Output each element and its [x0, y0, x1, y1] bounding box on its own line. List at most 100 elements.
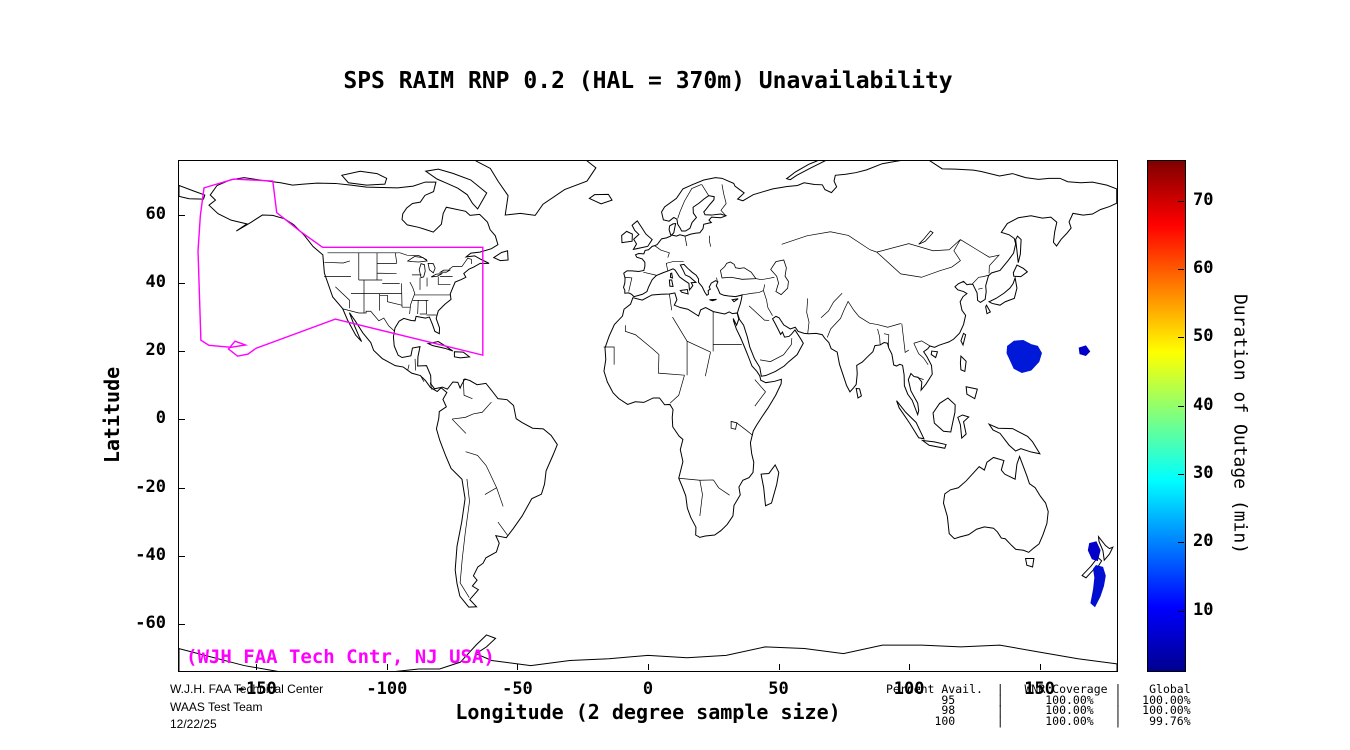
borders-north-america: [324, 253, 471, 390]
landmass-java: [923, 440, 946, 448]
x-tick-mark: [1039, 664, 1041, 670]
y-tick-label: 0: [155, 408, 166, 429]
x-tick-label: 50: [768, 679, 789, 699]
outage-region-central-pacific: [1079, 346, 1089, 356]
title-line-1: SPS RAIM RNP 0.2 (HAL = 370m) Unavailabi…: [343, 68, 953, 94]
y-tick-label: 40: [145, 271, 166, 292]
landmass-taiwan: [961, 333, 966, 345]
landmass-victoria-island: [342, 171, 387, 185]
map-credit: (WJH FAA Tech Cntr, NJ USA): [186, 646, 495, 668]
landmass-sicily: [680, 290, 688, 294]
landmass-borneo: [933, 398, 955, 432]
landmass-britain: [632, 221, 652, 250]
y-tick-label: -20: [135, 476, 166, 497]
colorbar-tick-mark: [1178, 474, 1184, 476]
landmass-honshu: [989, 278, 1017, 305]
landmass-madagascar: [761, 465, 779, 506]
landmass-sulawesi: [958, 415, 969, 438]
footer-line-3: 12/22/25: [170, 717, 217, 731]
landmass-mindanao: [966, 387, 977, 399]
outage-region-new-zealand-south: [1091, 566, 1105, 607]
colorbar-tick-mark: [1178, 542, 1184, 544]
landmass-ireland: [622, 231, 633, 242]
landmass-africa: [604, 293, 781, 537]
waas-coverage-boundary: [198, 179, 483, 356]
landmass-eurasia: [624, 161, 1117, 415]
outage-data-layer: [198, 179, 1105, 606]
x-tick-label: 100: [893, 679, 925, 699]
landmass-sumatra: [897, 401, 924, 439]
caspian-sea: [771, 260, 789, 295]
landmass-new-guinea: [989, 424, 1040, 454]
world-map: [179, 161, 1117, 671]
colorbar-tick-mark: [1178, 610, 1184, 612]
colorbar-tick-label: 20: [1193, 531, 1214, 552]
continents-layer: [179, 161, 1117, 671]
landmass-hispaniola: [454, 352, 469, 358]
lake-baikal: [919, 231, 933, 244]
landmass-chukotka: [179, 185, 205, 199]
landmass-novaya-zemlya: [787, 161, 827, 180]
borders-eurasia: [625, 184, 999, 379]
x-axis-label: Longitude (2 degree sample size): [455, 700, 841, 724]
lake-erie: [431, 274, 442, 277]
lakes-layer: [408, 231, 933, 429]
footer-line-1: W.J.H. FAA Technical Center: [170, 682, 324, 696]
colorbar-tick-label: 60: [1193, 258, 1214, 279]
coverage-stats-table: Percent Avail. | WNR Coverage | Global 9…: [886, 682, 1191, 728]
footer-credit: W.J.H. FAA Technical Center WAAS Test Te…: [170, 681, 323, 734]
landmass-corsica: [670, 273, 672, 278]
landmass-hokkaido: [1013, 265, 1027, 277]
x-tick-label: -150: [235, 679, 277, 699]
landmass-newfoundland: [494, 251, 508, 261]
colorbar-tick-mark: [1178, 269, 1184, 271]
x-tick-label: -100: [366, 679, 408, 699]
colorbar-tick-mark: [1178, 337, 1184, 339]
lake-huron: [428, 263, 435, 273]
y-tick-mark: [179, 487, 185, 489]
colorbar-tick-label: 30: [1193, 463, 1214, 484]
lake-ontario: [440, 270, 449, 272]
x-tick-label: 0: [642, 679, 654, 699]
borders-africa: [604, 294, 766, 516]
colorbar-tick-mark: [1178, 405, 1184, 407]
landmass-tasmania: [1026, 558, 1034, 567]
outage-region-western-pacific: [1007, 341, 1041, 373]
y-tick-mark: [179, 419, 185, 421]
landmass-greenland: [471, 161, 596, 215]
x-tick-mark: [386, 664, 388, 670]
x-tick-mark: [517, 664, 519, 670]
borders-south-america: [452, 379, 508, 598]
landmass-australia: [943, 456, 1048, 552]
x-tick-mark: [909, 664, 911, 670]
x-tick-mark: [256, 664, 258, 670]
landmass-iceland: [589, 194, 612, 204]
landmass-kyushu: [986, 305, 991, 314]
plot-area: (WJH FAA Tech Cntr, NJ USA): [178, 160, 1118, 672]
colorbar-tick-label: 40: [1193, 394, 1214, 415]
black-sea: [720, 262, 755, 279]
y-tick-label: 60: [145, 203, 166, 224]
landmass-crete: [709, 299, 716, 300]
landmass-nz-north-island: [1099, 537, 1113, 560]
x-tick-mark: [648, 664, 649, 670]
lake-superior: [408, 257, 427, 262]
y-tick-label: 20: [145, 340, 166, 361]
x-tick-label: -50: [502, 679, 533, 699]
y-tick-mark: [179, 555, 185, 557]
x-tick-mark: [778, 664, 780, 670]
landmass-sakhalin: [1016, 236, 1021, 263]
lake-victoria: [731, 421, 737, 429]
landmass-luzon: [960, 356, 966, 371]
y-tick-mark: [179, 282, 185, 284]
y-tick-mark: [179, 624, 185, 626]
y-tick-label: -60: [135, 613, 166, 634]
colorbar-tick-label: 10: [1193, 599, 1214, 620]
y-tick-mark: [179, 214, 185, 216]
outage-region-new-zealand-north: [1088, 542, 1100, 561]
colorbar-tick-label: 70: [1193, 189, 1214, 210]
colorbar-tick-mark: [1178, 200, 1184, 202]
landmass-cyprus: [732, 299, 738, 302]
y-tick-label: -40: [135, 544, 166, 565]
